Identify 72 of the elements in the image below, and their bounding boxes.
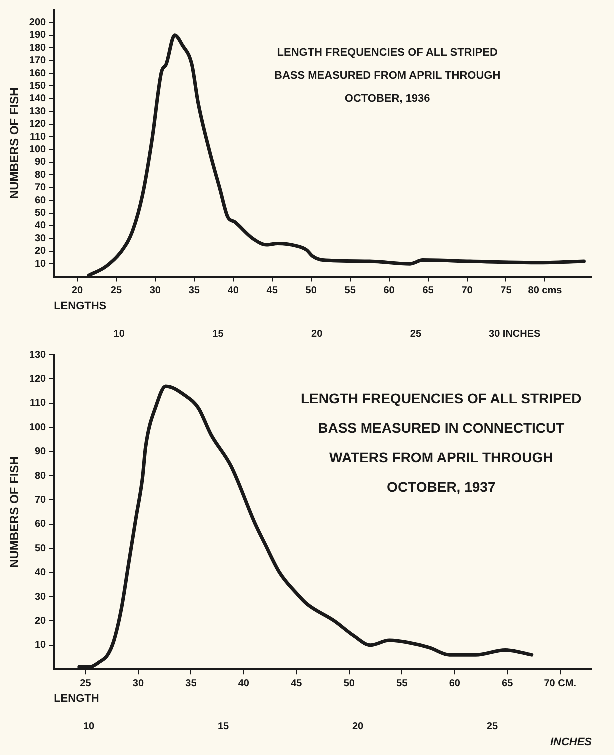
y-tick-label: 80 — [34, 170, 47, 181]
text: LENGTH FREQUENCIES OF ALL STRIPED BASS MEASURED IN CONNECTICUT WATERS FROM APRIL THROUGH OCTOBER, 1937 — [300, 390, 582, 495]
x2-tick-label: 30 INCHES — [489, 328, 542, 340]
x-tick-label: 25 — [80, 678, 92, 690]
y-tick-label: 130 — [29, 350, 47, 361]
x-tick-label: 35 — [186, 678, 198, 690]
y-tick-label: 40 — [34, 568, 47, 579]
y-tick-label: 180 — [29, 42, 47, 54]
x-tick-label: 60 — [449, 678, 461, 690]
y-tick-label: 100 — [29, 144, 47, 156]
y-tick-label: 150 — [29, 80, 47, 92]
x2-tick-label: 10 — [83, 722, 96, 733]
y-tick-label: 20 — [34, 246, 47, 258]
x2-tick-label: 20 — [312, 328, 324, 340]
y-axis-title: NUMBERS OF FISH — [8, 88, 22, 200]
y-tick-label: 130 — [29, 106, 47, 118]
y-tick-label: 60 — [34, 519, 47, 530]
x-tick-label: 50 — [306, 286, 318, 297]
y-tick-label: 100 — [29, 422, 47, 434]
x-tick-label: 40 — [238, 678, 250, 690]
x2-axis-title: INCHES — [550, 736, 593, 748]
x2-tick-label: 20 — [352, 722, 364, 733]
y-tick-label: 20 — [34, 616, 47, 627]
y-tick-label: 70 — [34, 182, 47, 194]
x-tick-label: 65 — [422, 286, 434, 297]
x-tick-label: 30 — [132, 678, 144, 690]
y-tick-label: 110 — [30, 398, 47, 410]
x-tick-label: 25 — [110, 286, 122, 297]
y-tick-label: 90 — [34, 446, 47, 458]
y-tick-label: 160 — [29, 68, 47, 80]
x-tick-label: 70 CM. — [544, 678, 577, 690]
y-tick-label: 110 — [30, 132, 47, 143]
x-tick-label: 65 — [502, 678, 514, 690]
x-axis-title: LENGTH — [54, 693, 100, 706]
x2-tick-label: 15 — [212, 328, 224, 340]
x-tick-label: 55 — [344, 286, 356, 297]
x-tick-label: 35 — [188, 286, 200, 297]
y-tick-label: 50 — [34, 208, 47, 220]
y-tick-label: 50 — [34, 543, 47, 554]
x2-tick-label: 25 — [486, 722, 498, 733]
y-tick-label: 70 — [34, 494, 47, 506]
x2-tick-label: 15 — [218, 722, 230, 733]
y-tick-label: 190 — [29, 30, 47, 42]
x-tick-label: 75 — [500, 286, 512, 297]
y-tick-label: 170 — [29, 56, 47, 67]
x-tick-label: 80 cms — [528, 286, 563, 297]
text: LENGTH FREQUENCIES OF ALL STRIPED BASS MEASURED FROM APRIL THROUGH OCTOBER, 1936 — [274, 46, 501, 106]
y-tick-label: 10 — [34, 258, 47, 270]
y-tick-label: 120 — [29, 119, 47, 130]
x-tick-label: 40 — [228, 286, 240, 297]
y-tick-label: 60 — [34, 195, 47, 206]
y-tick-label: 140 — [29, 94, 47, 105]
x-tick-label: 70 — [462, 286, 474, 297]
y-tick-label: 40 — [34, 220, 47, 232]
y-tick-label: 30 — [34, 233, 47, 244]
x2-tick-label: 25 — [410, 328, 422, 340]
y-tick-label: 30 — [34, 592, 47, 603]
y-axis-title: NUMBERS OF FISH — [8, 456, 22, 568]
y-tick-label: 120 — [29, 374, 47, 385]
y-tick-label: 10 — [34, 640, 47, 652]
y-tick-label: 90 — [34, 157, 47, 168]
y-tick-label: 200 — [29, 17, 47, 28]
x-tick-label: 45 — [266, 286, 278, 297]
x-tick-label: 50 — [344, 678, 356, 690]
y-tick-label: 80 — [34, 470, 47, 482]
x-tick-label: 45 — [291, 678, 303, 690]
x-axis-title: LENGTHS — [54, 300, 107, 312]
x-tick-label: 55 — [396, 678, 408, 690]
x-tick-label: 60 — [384, 286, 396, 297]
x-tick-label: 30 — [150, 286, 162, 297]
x2-tick-label: 10 — [114, 328, 126, 340]
x-tick-label: 20 — [72, 286, 84, 297]
